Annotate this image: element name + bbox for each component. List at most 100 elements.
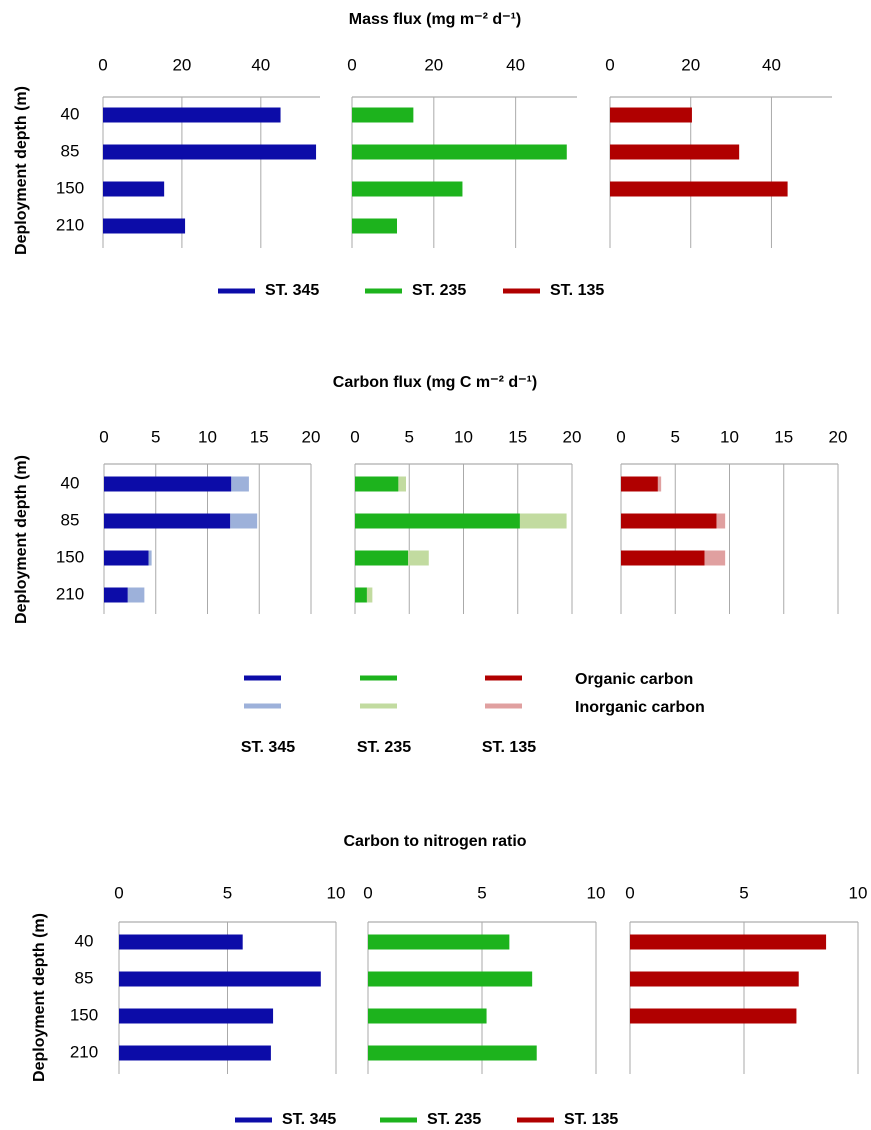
- bar: [119, 1045, 271, 1061]
- bar: [610, 144, 740, 160]
- chart-title: Carbon flux (mg C m⁻² d⁻¹): [333, 374, 537, 391]
- bar-segment: [231, 476, 249, 492]
- category-label: 85: [61, 510, 80, 529]
- category-label: 150: [56, 178, 84, 197]
- bar-segment: [104, 550, 149, 566]
- x-tick-label: 0: [114, 883, 123, 902]
- x-tick-label: 20: [172, 55, 191, 74]
- bar-segment: [104, 513, 231, 529]
- bar: [368, 971, 533, 987]
- legend-label: Inorganic carbon: [575, 699, 705, 716]
- x-tick-label: 0: [98, 55, 107, 74]
- x-tick-label: 0: [616, 427, 625, 446]
- bar: [103, 181, 165, 197]
- legend-label: ST. 135: [564, 1111, 618, 1128]
- bar: [119, 971, 321, 987]
- x-tick-label: 10: [587, 883, 606, 902]
- y-axis-label: Deployment depth (m): [13, 455, 30, 624]
- category-label: 40: [75, 931, 94, 950]
- bar: [610, 107, 692, 123]
- x-tick-label: 5: [477, 883, 486, 902]
- category-label: 40: [61, 104, 80, 123]
- x-tick-label: 40: [506, 55, 525, 74]
- x-tick-label: 5: [151, 427, 160, 446]
- bar: [368, 1008, 487, 1024]
- category-label: 210: [56, 215, 84, 234]
- bar: [368, 1045, 537, 1061]
- bar-segment: [398, 476, 406, 492]
- bar-segment: [621, 476, 658, 492]
- x-tick-label: 10: [327, 883, 346, 902]
- category-label: 150: [70, 1005, 98, 1024]
- bar-segment: [621, 550, 705, 566]
- bar-segment: [148, 550, 152, 566]
- bar: [610, 181, 788, 197]
- x-tick-label: 0: [350, 427, 359, 446]
- category-label: 40: [61, 473, 80, 492]
- legend-label: ST. 345: [265, 282, 319, 299]
- bar: [103, 218, 186, 234]
- category-label: 85: [61, 141, 80, 160]
- bar: [119, 1008, 274, 1024]
- bar: [352, 218, 397, 234]
- legend-label: ST. 235: [357, 739, 411, 756]
- bar-segment: [127, 587, 145, 603]
- legend-label: ST. 345: [282, 1111, 336, 1128]
- bar: [352, 144, 567, 160]
- legend-label: Organic carbon: [575, 671, 693, 688]
- category-label: 210: [56, 584, 84, 603]
- bar-segment: [366, 587, 373, 603]
- x-tick-label: 10: [720, 427, 739, 446]
- y-axis-label: Deployment depth (m): [13, 86, 30, 255]
- category-label: 85: [75, 968, 94, 987]
- bar-segment: [104, 476, 232, 492]
- bar: [630, 1008, 797, 1024]
- x-tick-label: 15: [774, 427, 793, 446]
- x-tick-label: 5: [223, 883, 232, 902]
- bar-segment: [621, 513, 717, 529]
- legend-label: ST. 135: [482, 739, 536, 756]
- x-tick-label: 5: [405, 427, 414, 446]
- bar-segment: [355, 587, 367, 603]
- x-tick-label: 0: [625, 883, 634, 902]
- x-tick-label: 20: [424, 55, 443, 74]
- x-tick-label: 15: [250, 427, 269, 446]
- x-tick-label: 40: [251, 55, 270, 74]
- x-tick-label: 5: [671, 427, 680, 446]
- category-label: 210: [70, 1042, 98, 1061]
- bar: [119, 934, 243, 950]
- legend-label: ST. 135: [550, 282, 604, 299]
- bar-segment: [355, 476, 399, 492]
- bar-segment: [657, 476, 662, 492]
- bar: [352, 181, 463, 197]
- chart-title: Mass flux (mg m⁻² d⁻¹): [349, 11, 521, 28]
- category-label: 150: [56, 547, 84, 566]
- bar: [352, 107, 414, 123]
- bar-segment: [104, 587, 128, 603]
- bar-segment: [519, 513, 567, 529]
- x-tick-label: 10: [849, 883, 868, 902]
- chart-title: Carbon to nitrogen ratio: [343, 833, 526, 850]
- x-tick-label: 0: [99, 427, 108, 446]
- x-tick-label: 40: [762, 55, 781, 74]
- x-tick-label: 0: [347, 55, 356, 74]
- bar-segment: [716, 513, 726, 529]
- x-tick-label: 15: [508, 427, 527, 446]
- bar-segment: [704, 550, 726, 566]
- x-tick-label: 5: [739, 883, 748, 902]
- bar: [368, 934, 510, 950]
- x-tick-label: 10: [454, 427, 473, 446]
- legend-label: ST. 235: [412, 282, 466, 299]
- x-tick-label: 20: [302, 427, 321, 446]
- y-axis-label: Deployment depth (m): [31, 913, 48, 1082]
- bar: [103, 107, 281, 123]
- legend-label: ST. 235: [427, 1111, 481, 1128]
- bar: [630, 934, 827, 950]
- x-tick-label: 20: [829, 427, 848, 446]
- bar-segment: [408, 550, 429, 566]
- bar: [103, 144, 317, 160]
- x-tick-label: 0: [605, 55, 614, 74]
- x-tick-label: 10: [198, 427, 217, 446]
- bar-segment: [230, 513, 258, 529]
